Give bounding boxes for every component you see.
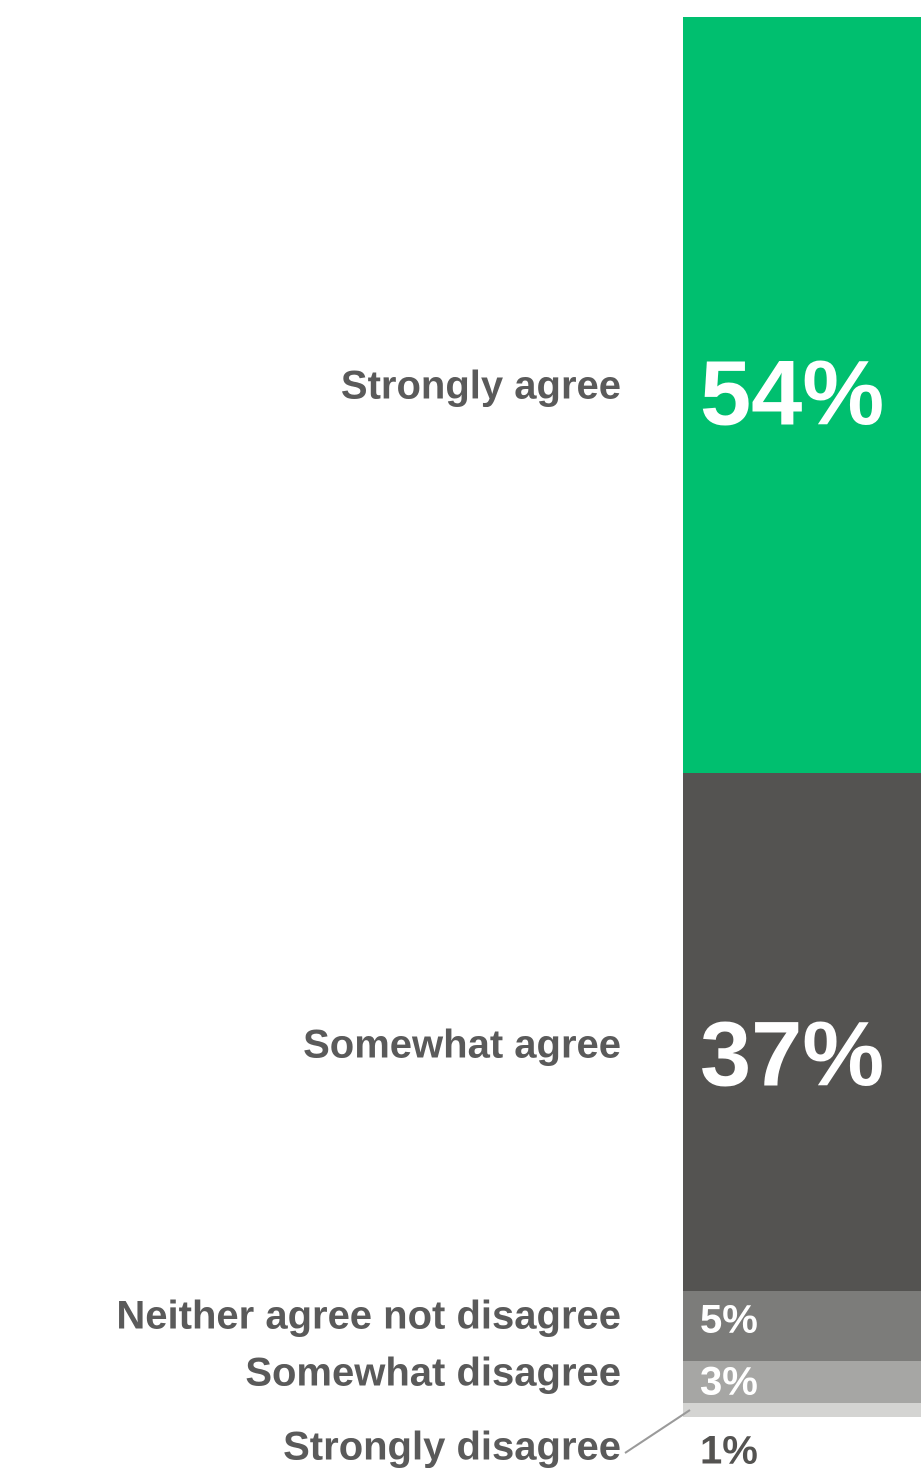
category-label-somewhat-agree: Somewhat agree	[303, 1023, 621, 1067]
value-label-somewhat-agree: 37%	[700, 1003, 884, 1105]
bar-segment-somewhat-agree	[683, 773, 921, 1291]
category-label-strongly-agree: Strongly agree	[341, 364, 621, 408]
bar-segment-neither-agree-not-disagree	[683, 1291, 921, 1361]
value-label-strongly-disagree: 1%	[700, 1429, 758, 1473]
value-label-somewhat-disagree: 3%	[700, 1360, 758, 1404]
value-label-strongly-agree: 54%	[700, 342, 884, 444]
bar-segment-strongly-disagree	[683, 1403, 921, 1417]
value-label-neither-agree-not-disagree: 5%	[700, 1298, 758, 1342]
bar-segment-strongly-agree	[683, 17, 921, 773]
category-label-neither-agree-not-disagree: Neither agree not disagree	[116, 1294, 621, 1338]
leader-line-strongly-disagree	[624, 1409, 691, 1454]
category-label-somewhat-disagree: Somewhat disagree	[245, 1351, 621, 1395]
bar-segment-somewhat-disagree	[683, 1361, 921, 1403]
category-label-strongly-disagree: Strongly disagree	[283, 1425, 621, 1469]
